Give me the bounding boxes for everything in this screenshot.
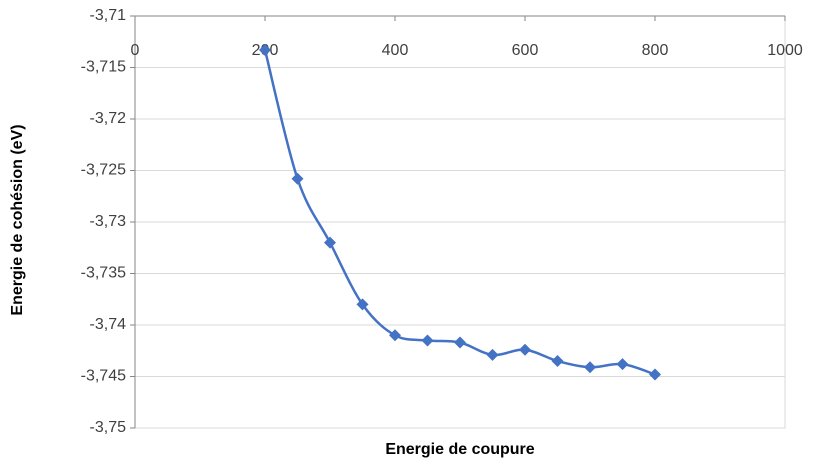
- y-tick-label: -3,74: [90, 316, 127, 333]
- marker: [421, 334, 434, 347]
- x-tick-label: 0: [131, 42, 140, 59]
- x-tick-label: 600: [512, 42, 539, 59]
- marker: [519, 343, 531, 356]
- marker: [291, 172, 304, 185]
- marker: [649, 368, 661, 381]
- x-tick-label: 400: [382, 42, 409, 59]
- y-tick-label: -3,725: [81, 162, 126, 179]
- x-axis-title: Energie de coupure: [385, 441, 534, 458]
- marker: [454, 336, 466, 349]
- marker: [616, 358, 629, 371]
- x-tick-label: 1000: [767, 42, 803, 59]
- marker: [584, 361, 596, 374]
- series-line: [263, 49, 656, 376]
- marker: [486, 348, 499, 361]
- y-axis-title: Energie de cohésion (eV): [9, 124, 26, 315]
- marker: [389, 329, 401, 342]
- marker: [324, 236, 336, 249]
- y-tick-label: -3,735: [81, 265, 126, 282]
- marker: [356, 298, 369, 311]
- marker: [259, 43, 271, 56]
- y-tick-label: -3,745: [81, 368, 126, 385]
- y-tick-label: -3,73: [90, 213, 127, 230]
- y-tick-label: -3,75: [90, 419, 127, 436]
- y-tick-label: -3,71: [90, 7, 127, 24]
- y-tick-label: -3,715: [81, 59, 126, 76]
- marker: [551, 355, 564, 368]
- x-tick-label: 800: [642, 42, 669, 59]
- y-tick-label: -3,72: [90, 110, 127, 127]
